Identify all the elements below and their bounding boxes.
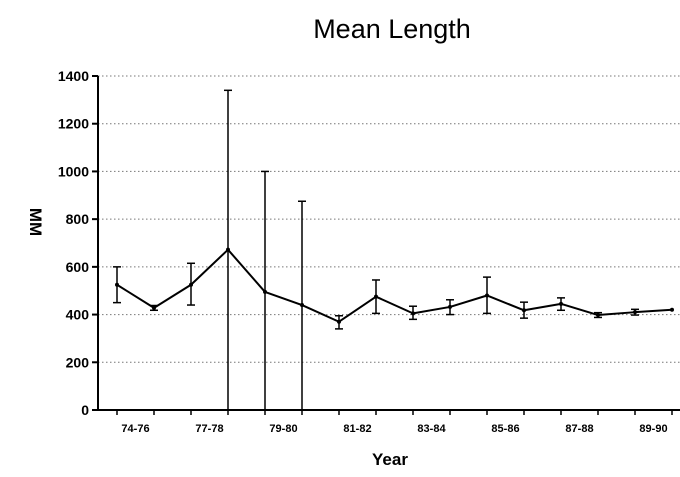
- data-point: [448, 304, 452, 309]
- data-point: [226, 247, 230, 252]
- y-tick-label: 200: [66, 354, 90, 370]
- data-point: [411, 311, 415, 316]
- data-point: [485, 293, 489, 298]
- y-tick-label: 1000: [58, 163, 89, 179]
- x-tick-label: 79-80: [269, 423, 297, 435]
- x-tick-label: 85-86: [491, 423, 519, 435]
- x-tick-label: 81-82: [343, 423, 371, 435]
- data-point: [189, 282, 193, 287]
- x-tick-label: 83-84: [417, 423, 446, 435]
- data-point: [263, 289, 267, 294]
- grid-lines: [98, 75, 680, 363]
- y-tick-labels: 0 200 400 600 800 1000 1200 1400: [58, 68, 98, 418]
- data-point: [115, 282, 119, 287]
- data-point: [152, 305, 156, 310]
- x-tick-label: 77-78: [195, 423, 223, 435]
- series-line-group: [115, 247, 674, 324]
- x-axis-label: Year: [372, 450, 408, 469]
- data-point: [374, 294, 378, 299]
- x-tick-label: 87-88: [565, 423, 593, 435]
- data-point: [300, 303, 304, 308]
- series-line: [116, 248, 673, 323]
- data-point: [337, 319, 341, 324]
- y-tick-label: 600: [66, 259, 90, 275]
- chart-title: Mean Length: [313, 14, 471, 44]
- error-bars: [113, 89, 639, 410]
- data-point: [633, 310, 637, 315]
- data-point: [559, 301, 563, 306]
- data-point: [670, 307, 674, 312]
- data-point: [596, 313, 600, 318]
- x-tick-label: 74-76: [121, 423, 149, 435]
- y-tick-label: 0: [81, 402, 89, 418]
- y-tick-label: 1200: [58, 116, 89, 132]
- y-tick-label: 800: [66, 211, 90, 227]
- x-tick-label: 89-90: [639, 423, 667, 435]
- y-axis-label: MM: [26, 208, 45, 236]
- data-point: [522, 308, 526, 313]
- x-tick-labels: 74-76 77-78 79-80 81-82 83-84 85-86 87-88 89-90: [116, 410, 673, 435]
- y-tick-label: 1400: [58, 68, 89, 84]
- y-tick-label: 400: [66, 307, 90, 323]
